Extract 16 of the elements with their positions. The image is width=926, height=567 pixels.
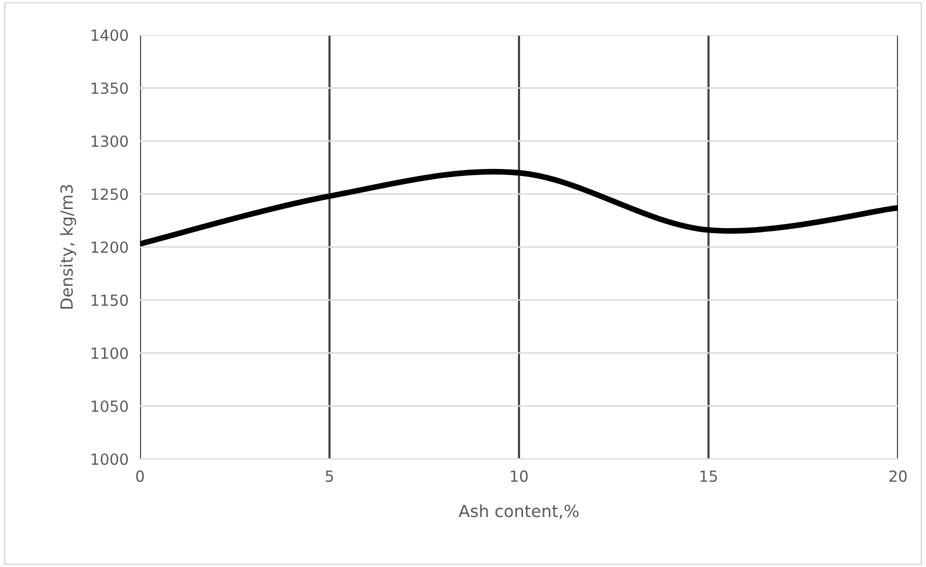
y-tick-label: 1400 [92,29,128,42]
y-tick-label: 1050 [92,400,128,412]
y-tick-label: 1100 [92,347,128,360]
y-tick-label: 1000 [92,453,128,466]
y-tick-label: 1350 [92,82,128,94]
x-tick-label: 20 [889,470,907,482]
x-axis-title: Ash content,% [458,504,579,519]
y-tick-label: 1300 [92,135,128,148]
y-tick-label: 1150 [92,294,128,306]
x-tick-label: 10 [510,470,528,482]
x-tick-label: 0 [136,470,144,482]
y-tick-label: 1250 [92,188,128,200]
x-tick-label: 15 [700,470,717,482]
y-tick-label: 1200 [92,241,128,254]
x-tick-label: 5 [326,470,334,482]
y-axis-title: Density, kg/m3 [60,185,76,309]
